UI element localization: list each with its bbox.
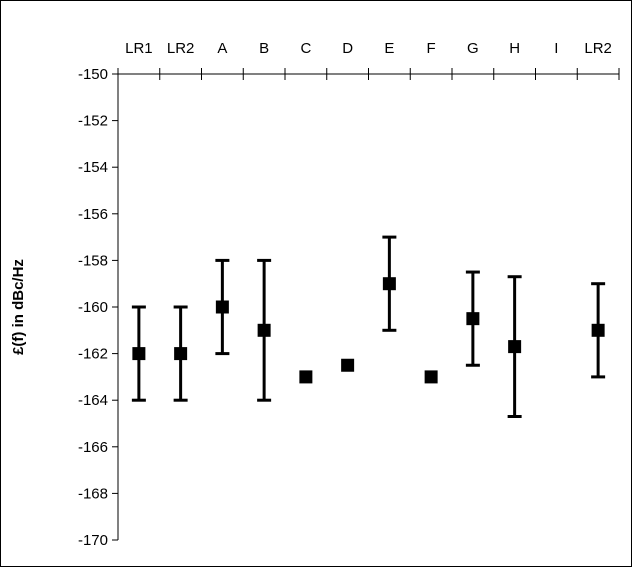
data-point xyxy=(341,358,355,372)
y-tick-label: -164 xyxy=(78,392,108,409)
x-category-label: D xyxy=(342,40,353,57)
x-category-label: G xyxy=(467,40,479,57)
y-tick-label: -168 xyxy=(78,485,108,502)
x-category-label: E xyxy=(384,40,394,57)
y-axis-ticks xyxy=(112,73,118,541)
data-point xyxy=(382,277,396,291)
data-point xyxy=(466,312,480,326)
x-category-label: F xyxy=(427,40,436,57)
x-category-label: B xyxy=(259,40,269,57)
y-tick-label: -166 xyxy=(78,439,108,456)
x-category-label: H xyxy=(509,40,520,57)
x-category-label: LR2 xyxy=(167,40,195,57)
data-point xyxy=(299,370,313,384)
y-tick-label: -170 xyxy=(78,532,108,549)
x-category-label: A xyxy=(217,40,227,57)
data-point xyxy=(174,347,188,361)
data-point xyxy=(132,347,146,361)
x-category-label: I xyxy=(554,40,558,57)
y-axis-tick-labels: -150 -152 -154 -156 -158 -160 -162 -164 -166 -168… xyxy=(78,66,108,549)
x-axis-ticks xyxy=(117,68,620,80)
data-point xyxy=(215,300,229,314)
data-point xyxy=(508,340,522,354)
y-axis-title: £(f) in dBc/Hz xyxy=(10,259,27,355)
y-tick-label: -150 xyxy=(78,66,108,83)
y-tick-label: -156 xyxy=(78,206,108,223)
y-tick-label: -158 xyxy=(78,252,108,269)
data-point xyxy=(424,370,438,384)
y-tick-label: -162 xyxy=(78,346,108,363)
x-category-label: C xyxy=(300,40,311,57)
data-point xyxy=(257,323,271,337)
data-marks xyxy=(131,235,606,419)
x-category-label: LR2 xyxy=(584,40,612,57)
y-tick-label: -160 xyxy=(78,299,108,316)
y-tick-label: -154 xyxy=(78,159,108,176)
x-category-label: LR1 xyxy=(125,40,153,57)
y-tick-label: -152 xyxy=(78,113,108,130)
data-point xyxy=(591,323,605,337)
x-axis-category-labels: LR1 LR2 A B C D E F G H I LR2 xyxy=(125,40,612,57)
